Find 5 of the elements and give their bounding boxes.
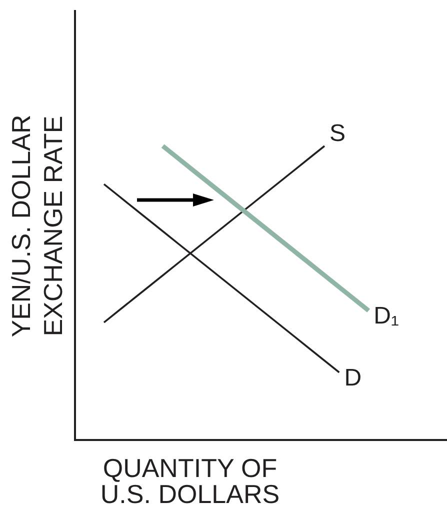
x-axis-title: QUANTITY OF U.S. DOLLARS [100, 453, 280, 506]
series-label: D [344, 364, 362, 392]
series-label: D₁ [374, 302, 400, 330]
y-axis-title: YEN/U.S. DOLLAR EXCHANGE RATE [6, 114, 68, 338]
series-label: S [330, 120, 346, 147]
